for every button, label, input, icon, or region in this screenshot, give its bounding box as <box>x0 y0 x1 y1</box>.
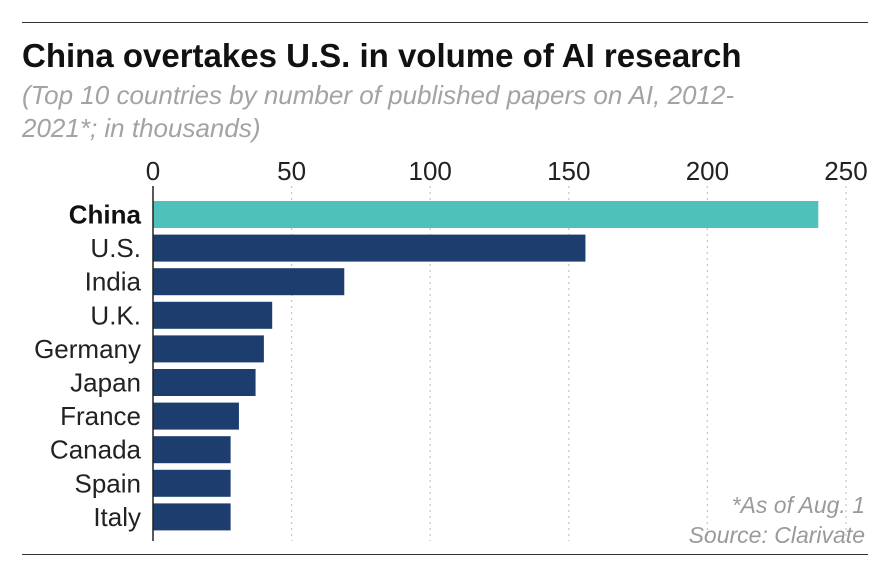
x-tick-label: 0 <box>146 156 160 186</box>
category-label: India <box>85 267 142 297</box>
bar-italy <box>153 503 231 531</box>
bar-spain <box>153 469 231 497</box>
category-label: Japan <box>70 368 141 398</box>
bar-china <box>153 201 819 228</box>
bar-u-s <box>153 234 586 262</box>
x-tick-label: 200 <box>686 156 729 186</box>
gridlines <box>290 186 847 541</box>
top-rule <box>22 22 868 23</box>
bar-u-k <box>153 301 273 329</box>
x-tick-label: 150 <box>547 156 590 186</box>
category-label: Canada <box>50 435 142 465</box>
bar-japan <box>153 369 256 396</box>
bar-france <box>153 402 239 430</box>
bar-india <box>153 268 345 296</box>
x-axis-ticks: 0 50 100 150 200 250 <box>146 156 868 186</box>
bar-canada <box>153 436 231 464</box>
category-label: Italy <box>93 502 141 532</box>
chart-title: China overtakes U.S. in volume of AI res… <box>22 37 742 74</box>
category-label: France <box>60 401 141 431</box>
x-tick-label: 50 <box>277 156 306 186</box>
bars <box>153 201 819 531</box>
chart-notes: *As of Aug. 1 Source: Clarivate <box>689 490 865 550</box>
bar-germany <box>153 335 264 363</box>
category-label: Germany <box>34 334 141 364</box>
footnote: *As of Aug. 1 <box>731 492 865 518</box>
category-label: U.S. <box>90 233 141 263</box>
category-label: China <box>69 200 142 230</box>
category-label: Spain <box>75 468 142 498</box>
chart-subtitle: (Top 10 countries by number of published… <box>22 80 735 143</box>
source-note: Source: Clarivate <box>688 522 865 548</box>
bottom-rule <box>22 554 868 555</box>
category-label: U.K. <box>90 300 141 330</box>
x-tick-label: 250 <box>824 156 867 186</box>
x-tick-label: 100 <box>409 156 452 186</box>
